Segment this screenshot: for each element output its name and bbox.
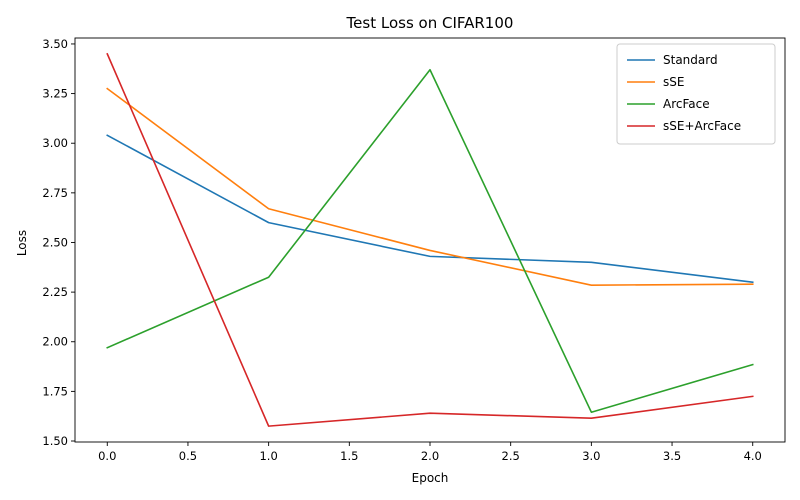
y-tick-label: 2.50 bbox=[42, 235, 68, 249]
y-tick-label: 3.25 bbox=[42, 87, 68, 101]
series-line-sse bbox=[106, 87, 754, 286]
x-tick-label: 0.5 bbox=[179, 449, 197, 463]
y-axis-label: Loss bbox=[15, 230, 29, 256]
chart-title: Test Loss on CIFAR100 bbox=[346, 14, 514, 32]
x-axis-label: Epoch bbox=[412, 471, 449, 485]
x-tick-label: 0.0 bbox=[98, 449, 116, 463]
legend-label: Standard bbox=[663, 53, 718, 67]
x-tick-label: 2.5 bbox=[502, 449, 520, 463]
legend: Standard sSE ArcFace sSE+ArcFace bbox=[616, 43, 776, 145]
plot-area: 0.0 0.5 1.0 1.5 2.0 2.5 3.0 3.5 4.0 1.50 1.75 2.00 2… bbox=[42, 37, 786, 463]
x-tick-label: 3.0 bbox=[582, 449, 600, 463]
y-tick-label: 1.75 bbox=[42, 384, 68, 398]
x-tick-label: 1.0 bbox=[259, 449, 277, 463]
x-tick-label: 3.5 bbox=[663, 449, 681, 463]
series-line-sse-arcface bbox=[106, 52, 754, 427]
legend-label: sSE bbox=[663, 75, 684, 89]
y-tick-label: 3.00 bbox=[42, 136, 68, 150]
legend-label: sSE+ArcFace bbox=[663, 119, 741, 133]
x-tick-label: 1.5 bbox=[340, 449, 358, 463]
y-tick-label: 3.50 bbox=[42, 37, 68, 51]
legend-box bbox=[616, 43, 776, 145]
x-tick-label: 4.0 bbox=[744, 449, 762, 463]
y-tick-label: 2.25 bbox=[42, 285, 68, 299]
y-tick-label: 2.00 bbox=[42, 335, 68, 349]
x-tick-label: 2.0 bbox=[421, 449, 439, 463]
legend-label: ArcFace bbox=[663, 97, 710, 111]
series-line-standard bbox=[106, 134, 754, 284]
y-tick-label: 1.50 bbox=[42, 434, 68, 448]
y-tick-label: 2.75 bbox=[42, 186, 68, 200]
